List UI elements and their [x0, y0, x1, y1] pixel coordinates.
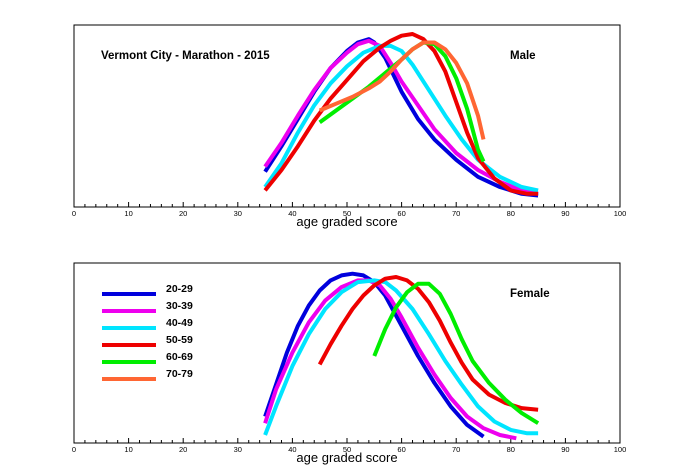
- series-line-20-29: [263, 271, 485, 439]
- series-line-30-39: [263, 278, 517, 441]
- x-tick-label: 40: [288, 445, 296, 454]
- series-line-30-39: [263, 38, 539, 196]
- male-panel: 0 10 20 30 40 50 60 70 80 90 100 Vermont City - Ma…: [72, 24, 626, 229]
- legend-label-40-49: 40-49: [166, 317, 193, 329]
- male-x-axis: 0 10 20 30 40 50 60 70 80 90 100: [72, 202, 626, 218]
- x-tick-label: 80: [507, 209, 515, 218]
- female-panel-label: Female: [510, 288, 550, 300]
- female-x-axis-label: age graded score: [296, 450, 397, 465]
- legend: 20-29 30-39 40-49 50-59 60-69 70-79: [102, 283, 193, 381]
- x-tick-label: 100: [614, 209, 627, 218]
- x-tick-label: 100: [614, 445, 627, 454]
- x-tick-label: 10: [124, 209, 132, 218]
- x-tick-label: 60: [397, 445, 405, 454]
- x-tick-label: 10: [124, 445, 132, 454]
- series-line-40-49: [263, 43, 539, 193]
- legend-label-70-79: 70-79: [166, 368, 193, 380]
- female-panel: 0 10 20 30 40 50 60 70 80 90 100 20-29 30-39 40-49 50…: [72, 262, 627, 465]
- x-tick-label: 70: [452, 445, 460, 454]
- female-series-lines: [263, 271, 540, 441]
- x-tick-label: 40: [288, 209, 296, 218]
- x-tick-label: 0: [72, 445, 76, 454]
- x-tick-label: 20: [179, 445, 187, 454]
- male-panel-label: Male: [510, 50, 536, 62]
- legend-label-30-39: 30-39: [166, 300, 193, 312]
- x-tick-label: 50: [343, 209, 351, 218]
- x-tick-label: 80: [507, 445, 515, 454]
- legend-label-20-29: 20-29: [166, 283, 193, 295]
- male-series-lines: [263, 32, 539, 198]
- x-tick-label: 20: [179, 209, 187, 218]
- series-line-50-59: [263, 32, 539, 196]
- series-line-40-49: [263, 278, 539, 436]
- series-line-50-59: [317, 275, 539, 412]
- legend-label-60-69: 60-69: [166, 351, 193, 363]
- series-line-60-69: [372, 281, 540, 425]
- x-tick-label: 90: [561, 209, 569, 218]
- male-x-axis-label: age graded score: [296, 214, 397, 229]
- chart-title: Vermont City - Marathon - 2015: [101, 50, 270, 62]
- x-tick-label: 30: [234, 209, 242, 218]
- legend-label-50-59: 50-59: [166, 334, 193, 346]
- x-tick-label: 90: [561, 445, 569, 454]
- x-tick-label: 70: [452, 209, 460, 218]
- x-tick-label: 30: [234, 445, 242, 454]
- x-tick-label: 0: [72, 209, 76, 218]
- series-line-70-79: [318, 40, 486, 140]
- x-tick-label: 50: [343, 445, 351, 454]
- x-tick-label: 60: [397, 209, 405, 218]
